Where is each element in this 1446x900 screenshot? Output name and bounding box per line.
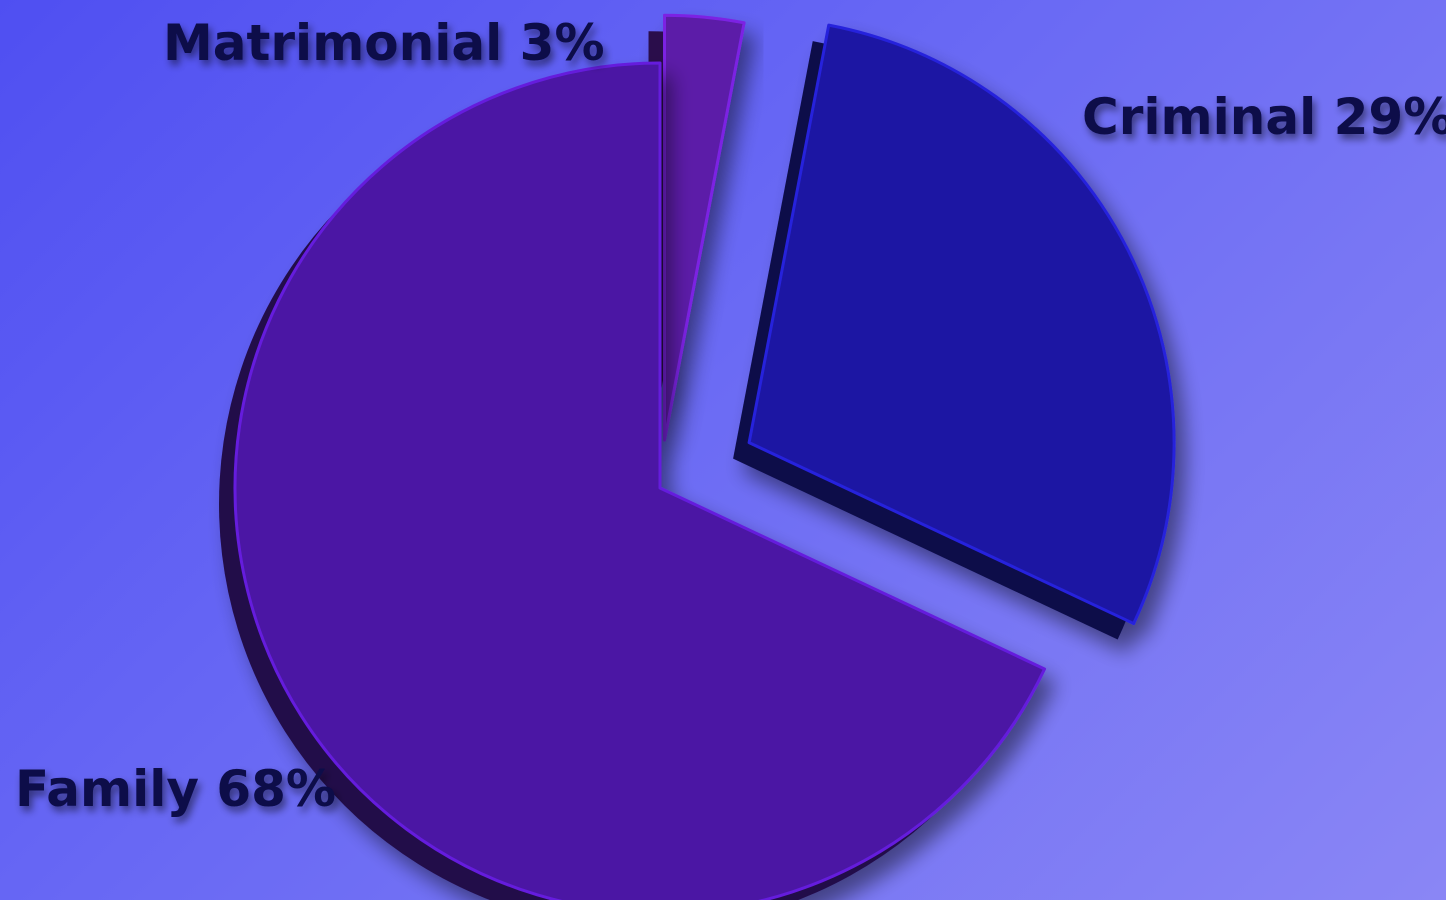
- pie-slice-family: [218, 61, 1047, 900]
- pie-slice-matrimonial: [648, 13, 746, 457]
- pie-slices: [218, 13, 1176, 900]
- slice-label-family: Family 68%: [15, 760, 336, 818]
- pie-slice-criminal: [733, 23, 1176, 640]
- slice-label-matrimonial: Matrimonial 3%: [163, 14, 605, 72]
- slice-label-criminal: Criminal 29%: [1082, 88, 1446, 146]
